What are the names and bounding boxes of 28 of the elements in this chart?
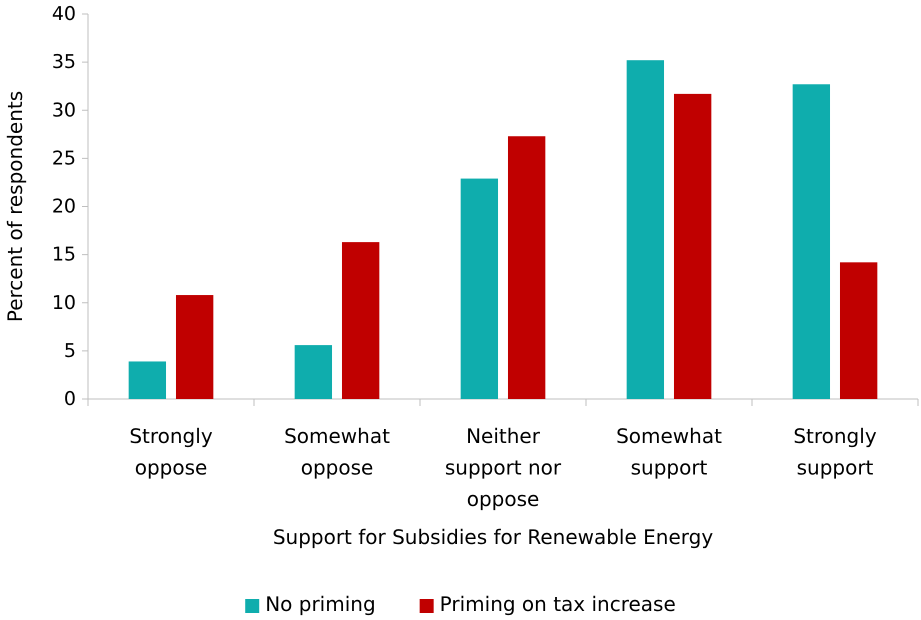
bar (460, 178, 498, 399)
x-tick-label: Strongly oppose (129, 424, 213, 480)
y-tick-label: 15 (52, 244, 76, 266)
x-axis-title: Support for Subsidies for Renewable Energy (272, 525, 714, 549)
bar (674, 94, 712, 399)
x-tick-label: Neither support nor oppose (444, 424, 562, 511)
y-axis-title: Percent of respondents (3, 90, 27, 322)
y-tick-label: 20 (52, 196, 76, 218)
y-tick-label: 0 (64, 388, 76, 410)
y-tick-label: 35 (52, 51, 76, 74)
y-tick-label: 5 (64, 340, 76, 362)
legend-label: No priming (265, 592, 376, 616)
bar (626, 60, 664, 399)
y-tick-label: 10 (52, 292, 76, 314)
x-tick-label: Somewhat support (616, 424, 722, 480)
y-tick-label: 25 (52, 147, 76, 170)
y-tick-label: 40 (52, 3, 76, 26)
bar (840, 262, 878, 399)
bar (508, 136, 546, 399)
bar (128, 361, 166, 399)
x-tick-label: Strongly support (793, 424, 877, 480)
bar (294, 345, 332, 399)
legend-label: Priming on tax increase (440, 592, 676, 616)
y-tick-label: 30 (52, 99, 76, 122)
bar (792, 84, 830, 399)
x-tick-label: Somewhat oppose (284, 424, 390, 480)
bar (342, 242, 380, 399)
bar (176, 295, 214, 399)
